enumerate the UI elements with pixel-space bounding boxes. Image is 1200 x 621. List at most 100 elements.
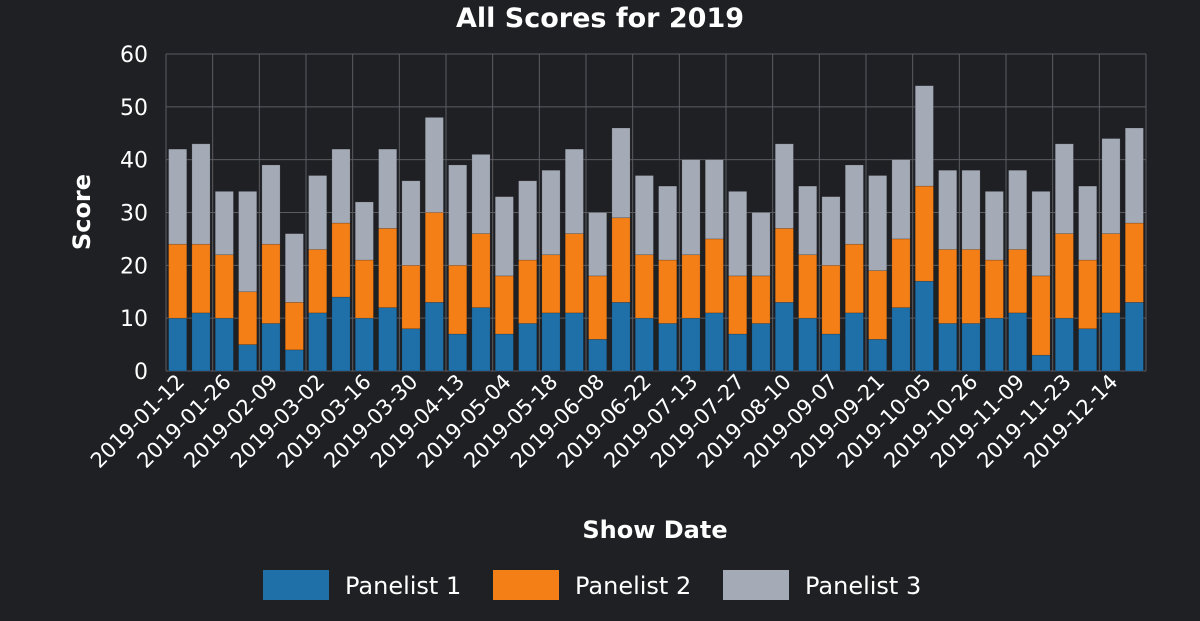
- bar-segment-panelist-1: [284, 349, 304, 372]
- bar-segment-panelist-2: [284, 302, 304, 351]
- bar-segment-panelist-2: [868, 270, 888, 340]
- bar-segment-panelist-3: [798, 185, 818, 256]
- bar-segment-panelist-1: [634, 317, 654, 372]
- bar-segment-panelist-3: [354, 201, 374, 261]
- bar-segment-panelist-1: [1031, 354, 1051, 372]
- bar-segment-panelist-1: [518, 323, 538, 372]
- legend: Panelist 1 Panelist 2 Panelist 3: [263, 570, 921, 600]
- bar-segment-panelist-2: [168, 243, 188, 319]
- bar-segment-panelist-3: [541, 169, 561, 256]
- legend-label: Panelist 3: [805, 572, 921, 600]
- bar-segment-panelist-1: [681, 317, 701, 372]
- y-tick-label: 30: [120, 202, 148, 227]
- legend-label: Panelist 1: [345, 572, 461, 600]
- bar-segment-panelist-3: [681, 159, 701, 256]
- bar-segment-panelist-3: [588, 212, 608, 277]
- bar-segment-panelist-3: [961, 169, 981, 250]
- bar-segment-panelist-3: [308, 175, 328, 250]
- bar-segment-panelist-3: [261, 164, 281, 245]
- bar-segment-panelist-3: [704, 159, 724, 240]
- bar-segment-panelist-3: [471, 154, 491, 234]
- bar-segment-panelist-2: [354, 259, 374, 319]
- bar-segment-panelist-2: [821, 265, 841, 335]
- bar-segment-panelist-1: [1054, 317, 1074, 372]
- bar-segment-panelist-1: [191, 312, 211, 372]
- bar-segment-panelist-3: [378, 148, 398, 229]
- bar-segment-panelist-1: [494, 333, 514, 372]
- bar-segment-panelist-2: [751, 275, 771, 324]
- legend-item-panelist-3: Panelist 3: [723, 570, 921, 600]
- y-tick-label: 20: [120, 254, 148, 279]
- bar-segment-panelist-1: [261, 323, 281, 372]
- bar-segment-panelist-1: [798, 317, 818, 372]
- bar-segment-panelist-3: [401, 180, 421, 266]
- y-tick-label: 0: [134, 360, 148, 385]
- bar-segment-panelist-1: [1008, 312, 1028, 372]
- bar-segment-panelist-3: [844, 164, 864, 245]
- bar-segment-panelist-1: [354, 317, 374, 372]
- legend-label: Panelist 2: [575, 572, 691, 600]
- bar-segment-panelist-3: [238, 191, 258, 293]
- bar-segment-panelist-3: [891, 159, 911, 240]
- bar-segment-panelist-2: [588, 275, 608, 340]
- legend-swatch: [723, 570, 789, 600]
- bar-segment-panelist-3: [1124, 127, 1144, 224]
- bar-segment-panelist-3: [611, 127, 631, 219]
- bar-segment-panelist-1: [564, 312, 584, 372]
- bar-segment-panelist-3: [1101, 138, 1121, 234]
- bar-segment-panelist-1: [728, 333, 748, 372]
- bar-segment-panelist-3: [1054, 143, 1074, 234]
- bar-segment-panelist-3: [774, 143, 794, 229]
- bar-segment-panelist-1: [914, 280, 934, 372]
- bar-segment-panelist-2: [1008, 249, 1028, 314]
- bar-segment-panelist-1: [658, 323, 678, 372]
- bar-segment-panelist-1: [891, 307, 911, 372]
- bar-segment-panelist-2: [728, 275, 748, 335]
- bar-segment-panelist-3: [564, 148, 584, 234]
- bar-segment-panelist-2: [191, 243, 211, 314]
- bar-segment-panelist-2: [424, 212, 444, 303]
- bar-segment-panelist-3: [658, 185, 678, 261]
- legend-item-panelist-1: Panelist 1: [263, 570, 461, 600]
- bar-segment-panelist-2: [844, 243, 864, 314]
- bar-segment-panelist-3: [424, 117, 444, 213]
- bar-segment-panelist-2: [658, 259, 678, 324]
- legend-item-panelist-2: Panelist 2: [493, 570, 691, 600]
- bar-segment-panelist-3: [984, 191, 1004, 261]
- bar-segment-panelist-1: [868, 338, 888, 372]
- bar-segment-panelist-2: [378, 228, 398, 308]
- bar-segment-panelist-1: [471, 307, 491, 372]
- bar-segment-panelist-2: [1101, 233, 1121, 314]
- bar-segment-panelist-2: [704, 238, 724, 314]
- bar-segment-panelist-2: [214, 254, 234, 319]
- bar-segment-panelist-2: [914, 185, 934, 282]
- bar-segment-panelist-3: [868, 175, 888, 271]
- bar-segment-panelist-3: [191, 143, 211, 245]
- bar-segment-panelist-3: [448, 164, 468, 266]
- legend-swatch: [493, 570, 559, 600]
- bar-segment-panelist-3: [1078, 185, 1098, 261]
- bar-segment-panelist-2: [984, 259, 1004, 319]
- bar-segment-panelist-2: [1078, 259, 1098, 330]
- y-tick-label: 40: [120, 149, 148, 174]
- bar-segment-panelist-1: [331, 296, 351, 372]
- legend-swatch: [263, 570, 329, 600]
- bar-segment-panelist-1: [961, 323, 981, 372]
- bar-segment-panelist-1: [168, 317, 188, 372]
- bar-segment-panelist-1: [378, 307, 398, 372]
- bar-segment-panelist-2: [541, 254, 561, 314]
- bar-segment-panelist-1: [751, 323, 771, 372]
- x-axis-title: Show Date: [582, 516, 727, 544]
- bar-segment-panelist-1: [611, 302, 631, 372]
- bar-segment-panelist-2: [471, 233, 491, 308]
- bar-segment-panelist-1: [774, 302, 794, 372]
- bar-segment-panelist-1: [821, 333, 841, 372]
- bar-segment-panelist-3: [634, 175, 654, 256]
- bar-segment-panelist-2: [938, 249, 958, 324]
- bar-segment-panelist-1: [588, 338, 608, 372]
- bar-segment-panelist-2: [961, 249, 981, 324]
- y-tick-label: 10: [120, 307, 148, 332]
- bar-segment-panelist-3: [168, 148, 188, 245]
- bar-segment-panelist-2: [494, 275, 514, 335]
- bar-segment-panelist-1: [938, 323, 958, 372]
